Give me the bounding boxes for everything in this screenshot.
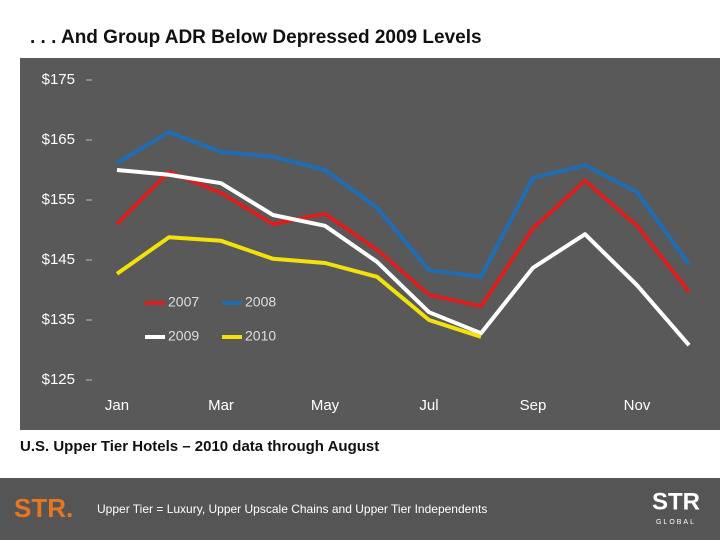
y-tick-label: $175: [42, 71, 75, 88]
subtitle: U.S. Upper Tier Hotels – 2010 data throu…: [20, 438, 379, 455]
y-tick-label: $145: [42, 251, 75, 268]
y-tick-label: $165: [42, 131, 75, 148]
legend-label: 2007: [168, 294, 199, 310]
series-line: [115, 130, 691, 279]
y-tick-label: $125: [42, 371, 75, 388]
x-tick-label: Jan: [105, 397, 129, 414]
x-tick-label: Mar: [208, 397, 234, 414]
x-tick-label: Nov: [624, 397, 651, 414]
chart-title: . . . And Group ADR Below Depressed 2009…: [30, 27, 482, 48]
y-tick-label: $135: [42, 311, 75, 328]
x-tick-label: Sep: [520, 397, 547, 414]
footer-note: Upper Tier = Luxury, Upper Upscale Chain…: [97, 502, 487, 516]
footer-band: [0, 478, 720, 540]
y-tick-label: $155: [42, 191, 75, 208]
series-line: [116, 168, 691, 347]
x-tick-label: Jul: [419, 397, 438, 414]
series-line: [115, 169, 691, 309]
logo-left: STR.: [14, 493, 73, 523]
legend-label: 2010: [245, 328, 276, 344]
x-tick-label: May: [311, 397, 340, 414]
logo-right: STR: [652, 488, 700, 515]
legend-label: 2008: [245, 294, 276, 310]
legend-label: 2009: [168, 328, 199, 344]
series-line: [115, 235, 482, 339]
logo-right-sub: GLOBAL: [656, 519, 696, 526]
